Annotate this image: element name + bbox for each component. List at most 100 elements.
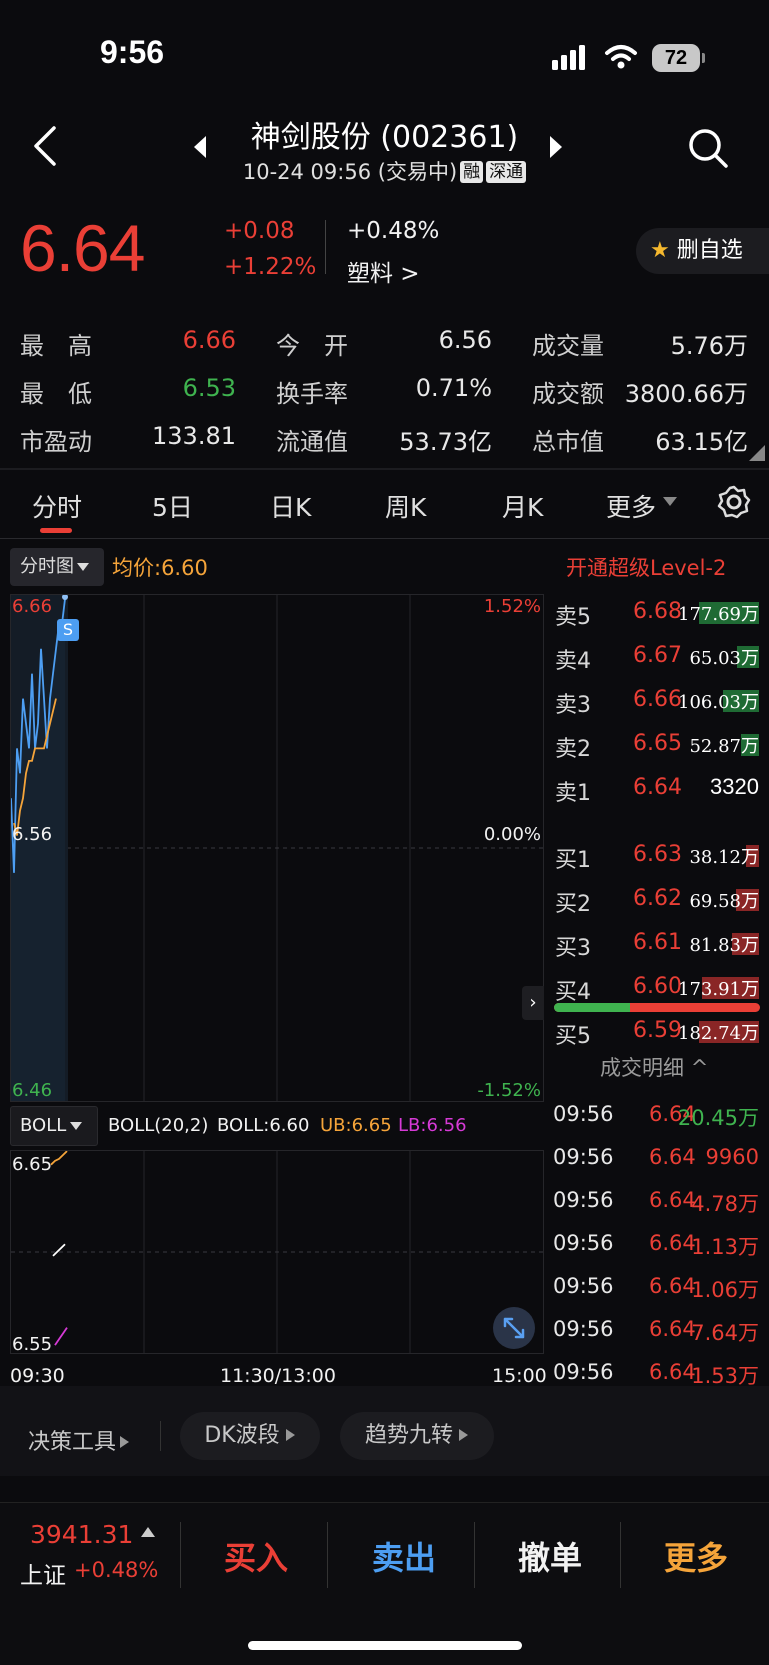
more-actions-button[interactable]: 更多: [664, 1539, 729, 1577]
trades-detail-toggle[interactable]: 成交明细 ^: [600, 1052, 708, 1082]
volume-bar: [732, 933, 759, 955]
bid-row[interactable]: 买5 6.59 182.74万: [555, 1012, 761, 1052]
pct-low-label: -1.52%: [477, 1080, 541, 1101]
trend-nine-button[interactable]: 趋势九转: [340, 1412, 494, 1460]
trade-volume: 1.13万: [691, 1235, 759, 1259]
play-icon: [459, 1429, 468, 1441]
back-icon[interactable]: [30, 124, 60, 168]
sell-button[interactable]: 卖出: [372, 1539, 437, 1577]
volume-bar: [737, 646, 759, 668]
intraday-chart[interactable]: [10, 594, 544, 1102]
tab-more[interactable]: 更多: [606, 493, 657, 522]
index-value[interactable]: 3941.31: [30, 1520, 134, 1549]
level-volume: 81.83万: [689, 935, 759, 956]
decision-tools-button[interactable]: 决策工具: [28, 1424, 130, 1456]
divider: [180, 1522, 181, 1588]
index-name: 上证: [20, 1563, 66, 1589]
battery-indicator: 72: [652, 44, 705, 72]
tab-5day[interactable]: 5日: [152, 493, 193, 522]
indicator-selector[interactable]: BOLL: [10, 1106, 98, 1146]
cancel-order-button[interactable]: 撤单: [518, 1539, 583, 1577]
stock-title: 神剑股份 (002361): [250, 120, 519, 155]
ask-row[interactable]: 卖2 6.65 52.87万: [555, 725, 761, 765]
chart-type-selector[interactable]: 分时图: [10, 548, 104, 586]
expand-corner-icon[interactable]: [749, 445, 765, 461]
level-price: 6.68: [633, 599, 682, 624]
level2-link[interactable]: 开通超级Level-2: [566, 556, 727, 580]
level-price: 6.60: [633, 974, 682, 999]
level-price: 6.67: [633, 643, 682, 668]
volume-bar: [736, 889, 759, 911]
boll-params: BOLL(20,2): [108, 1115, 209, 1136]
trade-time: 09:56: [553, 1317, 614, 1341]
stat-value: 5.76万: [670, 332, 748, 360]
margin-tag: 融: [460, 161, 484, 183]
tab-monthly-k[interactable]: 月K: [502, 493, 544, 522]
tab-daily-k[interactable]: 日K: [270, 493, 312, 522]
stat-value: 133.81: [152, 422, 236, 450]
bid-row[interactable]: 买3 6.61 81.83万: [555, 924, 761, 964]
settings-icon[interactable]: [716, 484, 752, 520]
indicator-label: BOLL: [20, 1115, 67, 1136]
trade-volume: 20.45万: [677, 1106, 759, 1130]
fullscreen-icon[interactable]: [492, 1306, 536, 1350]
ind-low-label: 6.55: [12, 1334, 53, 1355]
trade-price: 6.64: [649, 1188, 696, 1212]
ask-row[interactable]: 卖1 6.64 3320: [555, 769, 761, 809]
ind-high-label: 6.65: [12, 1154, 53, 1175]
bid-row[interactable]: 买4 6.60 173.91万: [555, 968, 761, 1008]
time-mid: 11:30/13:00: [220, 1365, 336, 1387]
bid-row[interactable]: 买1 6.63 38.12万: [555, 836, 761, 876]
tab-intraday[interactable]: 分时: [32, 493, 83, 522]
level-label: 买1: [555, 848, 591, 873]
price-line: [11, 598, 66, 873]
trade-price: 6.64: [649, 1231, 696, 1255]
price-area: [11, 599, 65, 1101]
level-label: 买5: [555, 1024, 591, 1049]
sector-link[interactable]: 塑料 >: [347, 261, 420, 287]
time-end: 15:00: [492, 1365, 547, 1387]
buy-sell-ratio-bar: [554, 1003, 760, 1012]
stat-label: 最 低: [20, 380, 92, 408]
remove-favorite-button[interactable]: ★ 删自选: [636, 228, 769, 274]
current-price: 6.64: [20, 211, 145, 285]
bid-row[interactable]: 买2 6.62 69.58万: [555, 880, 761, 920]
stat-label: 换手率: [276, 380, 348, 408]
ask-row[interactable]: 卖3 6.66 106.03万: [555, 681, 761, 721]
quote-divider: [325, 220, 326, 274]
trade-row: 09:56 6.64 7.64万: [553, 1309, 761, 1349]
y-high-label: 6.66: [12, 596, 53, 617]
level-price: 6.62: [633, 886, 682, 911]
boll-value: BOLL:6.60: [217, 1115, 310, 1136]
home-indicator: [248, 1641, 522, 1650]
tab-weekly-k[interactable]: 周K: [385, 493, 427, 522]
avg-line: [13, 698, 57, 836]
trade-datetime: 10-24 09:56 (交易中): [242, 160, 458, 184]
lb-value: LB:6.56: [398, 1115, 467, 1136]
trade-row: 09:56 6.64 4.78万: [553, 1180, 761, 1220]
trade-row: 09:56 6.64 9960: [553, 1137, 761, 1177]
search-icon[interactable]: [686, 126, 730, 170]
ask-row[interactable]: 卖5 6.68 177.69万: [555, 593, 761, 633]
s-marker[interactable]: S: [57, 619, 79, 641]
divider: [474, 1522, 475, 1588]
next-stock-icon[interactable]: [548, 134, 564, 160]
indicator-chart[interactable]: [10, 1150, 544, 1354]
dk-band-button[interactable]: DK波段: [180, 1412, 320, 1460]
level-price: 6.66: [633, 687, 682, 712]
collapse-panel-icon[interactable]: ›: [522, 986, 544, 1020]
trade-time: 09:56: [553, 1102, 614, 1126]
volume-bar: [702, 977, 759, 999]
trade-volume: 9960: [705, 1145, 759, 1169]
buy-button[interactable]: 买入: [224, 1539, 289, 1577]
dropdown-icon: [663, 497, 677, 506]
level-volume: 177.69万: [678, 604, 759, 625]
y-low-label: 6.46: [12, 1080, 53, 1101]
ask-row[interactable]: 卖4 6.67 65.03万: [555, 637, 761, 677]
stat-label: 总市值: [532, 428, 604, 456]
stat-value: 6.66: [182, 326, 236, 354]
prev-stock-icon[interactable]: [192, 134, 208, 160]
avg-price-label: 均价:6.60: [112, 556, 208, 580]
trend-nine-label: 趋势九转: [364, 1423, 453, 1448]
trade-time: 09:56: [553, 1188, 614, 1212]
